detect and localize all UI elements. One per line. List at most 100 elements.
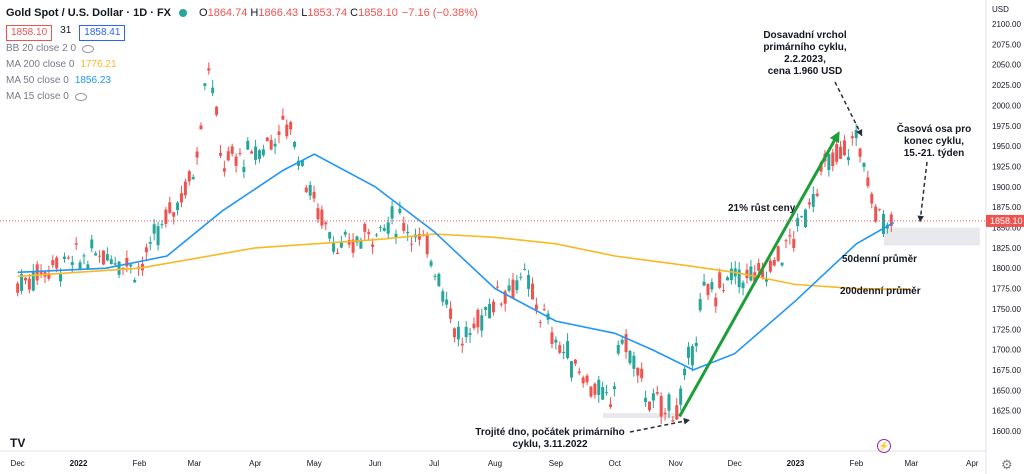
sell-button[interactable]: 1858.10: [6, 25, 53, 41]
candle-body: [597, 379, 601, 395]
symbol-title[interactable]: Gold Spot / U.S. Dollar · 1D · FX: [6, 7, 172, 19]
candle-body: [515, 280, 519, 291]
gear-icon[interactable]: ⚙: [1001, 457, 1013, 472]
tradingview-logo[interactable]: TV: [10, 436, 26, 450]
candle-body: [203, 83, 207, 86]
candle-body: [121, 267, 125, 269]
candle-body: [316, 208, 320, 220]
candle-body: [312, 191, 316, 199]
x-tick-label: Oct: [609, 459, 622, 468]
highlight-zones: [602, 227, 980, 419]
candle-body: [714, 297, 718, 307]
candle-body: [647, 401, 651, 411]
candle-body: [144, 247, 148, 253]
candle-body: [437, 273, 441, 287]
bid-ask-row: 1858.10 31 1858.41: [6, 21, 478, 41]
candle-body: [538, 322, 542, 324]
y-tick-label: 1875.00: [992, 203, 1021, 212]
candle-body: [70, 262, 74, 266]
candle-body: [811, 193, 815, 207]
candle-body: [573, 359, 577, 364]
candle-body: [207, 68, 211, 71]
visibility-eye-icon[interactable]: [74, 93, 87, 101]
y-tick-label: 2075.00: [992, 40, 1021, 49]
candle-body: [406, 231, 410, 234]
candle-body: [363, 223, 367, 232]
candle-body: [757, 262, 761, 271]
y-tick-label: 1725.00: [992, 325, 1021, 334]
y-tick-label: 1800.00: [992, 264, 1021, 273]
indicator-ma15[interactable]: MA 15 close 0: [6, 89, 478, 105]
candle-body: [827, 154, 831, 171]
candle-body: [31, 271, 35, 291]
candle-body: [593, 383, 597, 395]
candle-body: [269, 139, 273, 150]
candle-body: [679, 388, 683, 405]
y-tick-label: 1925.00: [992, 162, 1021, 171]
candle-body: [659, 396, 663, 417]
x-axis-ticks: Dec 2022 Feb Mar Apr May Jun Jul Aug Sep Oct Nov Dec…: [11, 459, 979, 468]
candle-body: [51, 260, 55, 266]
candle-body: [246, 140, 250, 150]
visibility-eye-icon[interactable]: [82, 45, 95, 53]
x-tick-label: Mar: [188, 459, 202, 468]
indicator-bb[interactable]: BB 20 close 2 0: [6, 41, 478, 57]
candle-body: [328, 232, 332, 239]
candle-body: [870, 193, 874, 204]
y-tick-label: 1700.00: [992, 346, 1021, 355]
candle-body: [39, 272, 43, 275]
candle-body: [117, 261, 121, 275]
lightning-icon[interactable]: ⚡: [877, 439, 891, 453]
y-tick-label: 2100.00: [992, 20, 1021, 29]
y-tick-label: 1775.00: [992, 285, 1021, 294]
candle-body: [523, 268, 527, 270]
candle-body: [296, 160, 300, 166]
candle-body: [168, 202, 172, 213]
close-value: 1858.10: [358, 7, 398, 19]
candle-body: [562, 351, 566, 354]
candle-body: [628, 350, 632, 364]
candle-body: [394, 233, 398, 238]
series-lines: [16, 62, 912, 425]
candle-body: [172, 212, 176, 217]
candle-body: [764, 278, 768, 282]
candle-body: [846, 157, 850, 161]
candle-body: [191, 177, 195, 180]
candle-body: [686, 346, 690, 358]
candle-body: [460, 343, 464, 346]
candle-body: [796, 218, 800, 227]
peak-arrow-head: [856, 129, 863, 136]
annotation-triple-bottom: Trojité dno, počátek primárního cyklu, 3…: [475, 427, 625, 450]
candle-body: [94, 253, 98, 256]
indicator-ma50[interactable]: MA 50 close 0 1856.23: [6, 75, 111, 86]
candle-body: [803, 209, 807, 228]
candle-body: [152, 224, 156, 234]
candle-body: [62, 256, 66, 260]
candle-body: [304, 187, 308, 193]
candle-body: [215, 106, 219, 115]
candle-body: [745, 269, 749, 279]
indicator-ma200[interactable]: MA 200 close 0 1776.21: [6, 59, 117, 70]
y-tick-label: 1650.00: [992, 386, 1021, 395]
candle-body: [78, 262, 82, 269]
candle-body: [456, 326, 460, 340]
candle-body: [254, 146, 258, 160]
candle-body: [694, 342, 698, 347]
candle-body: [101, 250, 105, 265]
candle-body: [554, 339, 558, 343]
candle-body: [683, 368, 687, 376]
candle-body: [211, 87, 215, 94]
candle-body: [355, 236, 359, 243]
cycle-end-arrow: [919, 161, 928, 223]
candle-body: [534, 304, 538, 310]
x-tick-label: Nov: [669, 459, 683, 468]
buy-button[interactable]: 1858.41: [79, 25, 126, 41]
candle-body: [390, 206, 394, 219]
candle-body: [320, 209, 324, 226]
candle-body: [402, 222, 406, 231]
candle-body: [160, 224, 164, 226]
candle-body: [569, 361, 573, 378]
candle-body: [519, 276, 523, 278]
candle-body: [866, 177, 870, 186]
